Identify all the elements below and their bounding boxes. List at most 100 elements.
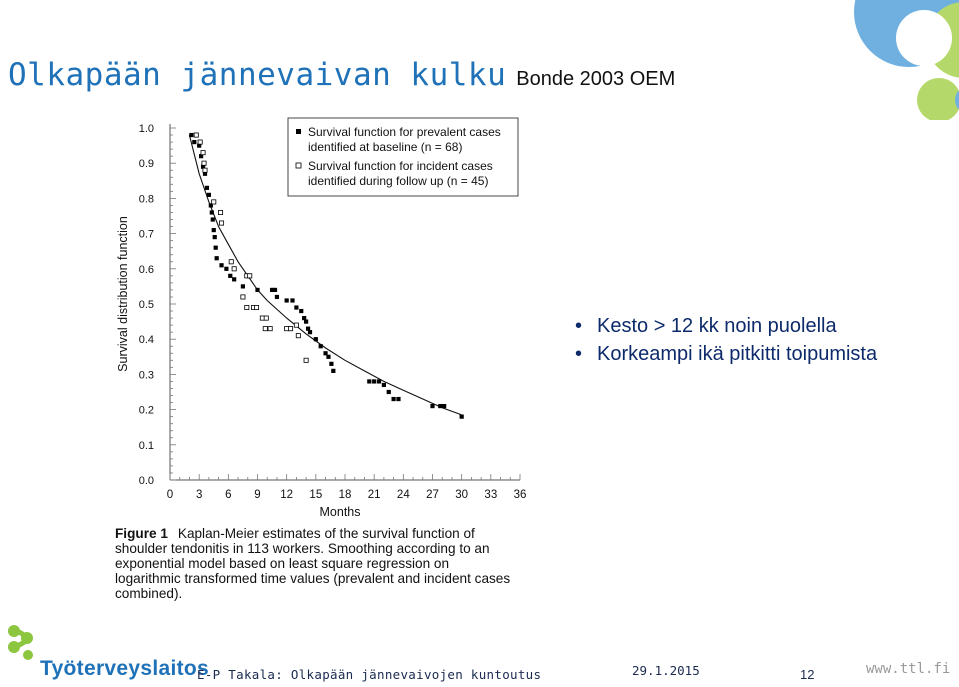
- prevalent-case-point: [210, 217, 215, 222]
- prevalent-case-point: [189, 132, 194, 138]
- prevalent-case-point: [307, 330, 313, 335]
- legend-entry: Survival function for prevalent cases ide…: [308, 125, 501, 154]
- prevalent-case-point: [294, 305, 299, 310]
- prevalent-case-point: [214, 256, 219, 261]
- deco-green-small-circle: [917, 78, 959, 120]
- incident-case-point: [193, 132, 199, 138]
- prevalent-case-point: [224, 266, 229, 271]
- incident-case-point: [211, 199, 217, 205]
- bullet-text: Kesto > 12 kk noin puolella: [597, 315, 837, 337]
- prevalent-case-point: [331, 368, 336, 373]
- prevalent-case-point: [442, 403, 447, 409]
- bullet-symbol: •: [575, 315, 583, 337]
- bullet-symbol: •: [575, 343, 583, 365]
- ttl-logo-icon: [8, 625, 33, 660]
- prevalent-case-point: [232, 277, 237, 282]
- prevalent-case-point: [381, 382, 386, 388]
- bullet-list: • Kesto > 12 kk noin puolella • Korkeampi …: [575, 312, 877, 368]
- deco-blue-small-circle: [955, 90, 959, 110]
- incident-case-point: [267, 326, 273, 332]
- x-tick-label: 24: [397, 489, 410, 501]
- prevalent-case-point: [318, 344, 323, 349]
- x-tick-label: 0: [167, 489, 173, 501]
- x-tick-label: 3: [196, 489, 202, 501]
- prevalent-case-point: [367, 379, 372, 384]
- prevalent-case-point: [391, 396, 396, 402]
- prevalent-case-point: [376, 379, 382, 384]
- slide-title-main: Olkapään jännevaivan kulku: [8, 57, 507, 93]
- incident-case-point: [200, 150, 206, 156]
- incident-case-point: [219, 220, 225, 226]
- incident-case-point: [244, 305, 250, 311]
- prevalent-case-point: [208, 203, 213, 208]
- prevalent-case-point: [240, 284, 246, 289]
- prevalent-case-point: [304, 319, 309, 324]
- fit-curve: [188, 134, 462, 416]
- prevalent-case-point: [272, 287, 278, 293]
- y-tick-label: 0.6: [139, 264, 154, 276]
- legend-filled-square-icon: [296, 129, 301, 134]
- prevalent-case-point: [202, 171, 208, 176]
- x-tick-label: 36: [514, 489, 527, 501]
- prevalent-case-point: [372, 379, 377, 384]
- prevalent-case-point: [199, 154, 204, 159]
- legend-entry-line: Survival function for incident cases: [308, 159, 493, 173]
- prevalent-case-point: [459, 414, 464, 419]
- y-tick-label: 0.2: [139, 405, 154, 417]
- prevalent-case-point: [211, 227, 216, 233]
- x-tick-label: 30: [455, 489, 468, 501]
- x-tick-label: 27: [426, 489, 439, 501]
- legend-entry-line: identified during follow up (n = 45): [308, 174, 488, 188]
- x-axis-label: Months: [320, 505, 361, 519]
- footer-page-number: 12: [800, 667, 815, 682]
- incident-case-point: [228, 259, 234, 265]
- prevalent-case-point: [255, 287, 260, 293]
- caption-label: Figure 1: [115, 526, 168, 541]
- incident-case-point: [218, 209, 224, 215]
- prevalent-case-point: [386, 389, 391, 395]
- x-tick-label: 21: [368, 489, 381, 501]
- x-tick-label: 15: [309, 489, 322, 501]
- prevalent-case-point: [206, 192, 211, 197]
- prevalent-case-point: [219, 263, 224, 268]
- y-tick-label: 0.9: [139, 158, 154, 170]
- prevalent-case-point: [274, 294, 280, 300]
- corner-decoration: [854, 0, 959, 120]
- prevalent-case-point: [326, 354, 331, 359]
- caption-text: Kaplan-Meier estimates of the survival f…: [115, 526, 511, 601]
- incident-case-point: [202, 167, 208, 173]
- bullet-text: Korkeampi ikä pitkitti toipumista: [597, 343, 878, 365]
- footer-presenter-text: E-P Takala: Olkapään jännevaivojen kunto…: [197, 667, 542, 682]
- prevalent-case-point: [228, 273, 233, 278]
- prevalent-case-point: [192, 139, 197, 145]
- incident-case-point: [240, 294, 246, 300]
- y-tick-label: 0.5: [139, 299, 154, 311]
- bullet-item: • Korkeampi ikä pitkitti toipumista: [575, 340, 877, 368]
- prevalent-case-point: [302, 315, 307, 321]
- prevalent-case-point: [269, 287, 275, 293]
- prevalent-case-point: [290, 298, 295, 303]
- incident-case-point: [201, 160, 207, 166]
- y-tick-label: 0.0: [139, 475, 154, 487]
- prevalent-case-point: [284, 298, 289, 303]
- x-tick-label: 6: [225, 489, 231, 501]
- prevalent-case-point: [212, 235, 217, 240]
- legend-entry-line: identified at baseline (n = 68): [308, 140, 462, 154]
- incident-case-point: [263, 315, 269, 321]
- prevalent-case-point: [209, 210, 214, 215]
- prevalent-case-point: [438, 403, 443, 409]
- legend-box: [287, 117, 519, 197]
- footer-date: 29.1.2015: [632, 663, 700, 678]
- footer-brand: Työterveyslaitos: [40, 657, 209, 680]
- prevalent-case-point: [299, 308, 304, 314]
- y-tick-label: 0.8: [139, 193, 154, 205]
- incident-case-point: [197, 139, 203, 145]
- x-tick-label: 12: [280, 489, 293, 501]
- slide-title: Olkapään jännevaivan kulku Bonde 2003 OEM: [8, 56, 675, 93]
- y-tick-label: 0.7: [139, 229, 154, 241]
- y-tick-label: 0.4: [139, 334, 154, 346]
- prevalent-case-point: [197, 143, 202, 148]
- incident-case-point: [293, 322, 299, 328]
- incident-case-point: [288, 326, 294, 332]
- prevalent-case-point: [323, 351, 328, 356]
